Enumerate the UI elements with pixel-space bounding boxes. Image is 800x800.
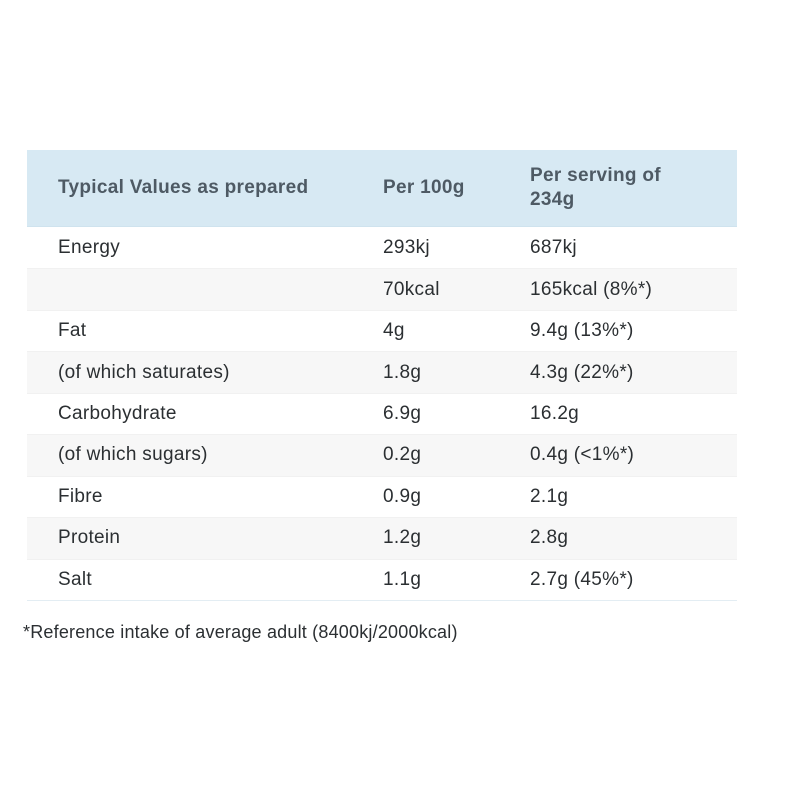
table-row: Fibre 0.9g 2.1g <box>27 475 737 518</box>
cell-per-serving-value: 687kj <box>530 236 577 258</box>
cell-per-serving-value: 4.3g (22%*) <box>530 361 634 383</box>
cell-nutrient-label: Fat <box>58 320 87 342</box>
table-row: Protein 1.2g 2.8g <box>27 517 737 559</box>
table-row: Energy 293kj 687kj <box>27 227 737 269</box>
table-row: (of which saturates) 1.8g 4.3g (22%*) <box>27 351 737 393</box>
cell-per-100g-value: 6.9g <box>383 402 422 424</box>
cell-nutrient-label: (of which sugars) <box>58 444 208 466</box>
cell-per-100g-value: 0.2g <box>383 444 422 466</box>
reference-intake-footnote: *Reference intake of average adult (8400… <box>23 622 458 642</box>
cell-nutrient-label: Energy <box>58 236 121 258</box>
table-row: Salt 1.1g 2.7g (45%*) <box>27 558 737 600</box>
header-per-100g: Per 100g <box>383 177 465 198</box>
header-per-serving-label: Per serving of 234g <box>530 164 661 210</box>
table-row: 70kcal 165kcal (8%*) <box>27 268 737 310</box>
cell-per-serving-value: 165kcal (8%*) <box>530 278 653 300</box>
cell-per-serving-value: 2.8g <box>530 527 569 549</box>
cell-per-serving-value: 0.4g (<1%*) <box>530 444 635 466</box>
table-row: Carbohydrate 6.9g 16.2g <box>27 392 737 435</box>
table-row: (of which sugars) 0.2g 0.4g (<1%*) <box>27 434 737 476</box>
cell-nutrient-label: Salt <box>58 568 92 590</box>
table-row: Fat 4g 9.4g (13%*) <box>27 309 737 352</box>
cell-per-100g-value: 293kj <box>383 236 430 258</box>
cell-nutrient-label: Protein <box>58 527 121 549</box>
cell-per-100g-value: 70kcal <box>383 278 440 300</box>
header-per-serving: Per serving of 234g <box>530 164 737 213</box>
cell-per-100g-value: 1.2g <box>383 527 422 549</box>
table-header-row: Typical Values as prepared Per 100g Per … <box>27 150 737 227</box>
cell-per-serving-value: 2.1g <box>530 485 569 507</box>
cell-per-100g-value: 4g <box>383 320 405 342</box>
cell-per-100g-value: 0.9g <box>383 485 422 507</box>
table-body: Energy 293kj 687kj 70kcal 165kcal (8%*) … <box>27 227 737 601</box>
cell-nutrient-label: Fibre <box>58 485 103 507</box>
cell-per-serving-value: 2.7g (45%*) <box>530 568 634 590</box>
cell-per-100g-value: 1.8g <box>383 361 422 383</box>
cell-per-serving-value: 16.2g <box>530 402 580 424</box>
cell-nutrient-label: (of which saturates) <box>58 361 230 383</box>
cell-nutrient-label: Carbohydrate <box>58 402 177 424</box>
cell-per-serving-value: 9.4g (13%*) <box>530 320 634 342</box>
nutrition-table: Typical Values as prepared Per 100g Per … <box>27 150 737 601</box>
cell-per-100g-value: 1.1g <box>383 568 422 590</box>
header-typical-values: Typical Values as prepared <box>58 177 309 198</box>
